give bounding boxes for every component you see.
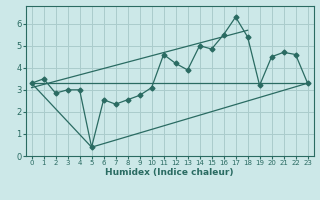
X-axis label: Humidex (Indice chaleur): Humidex (Indice chaleur) <box>105 168 234 177</box>
